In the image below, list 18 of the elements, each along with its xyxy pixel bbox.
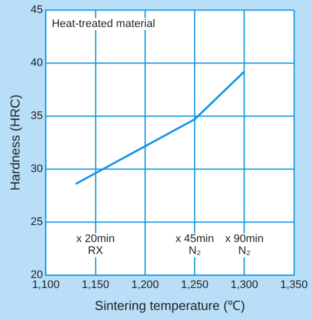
x-axis-title: Sintering temperature (℃) [94, 298, 246, 313]
annotation: x 45min N₂ [175, 233, 214, 258]
y-tick-label: 45 [30, 4, 43, 16]
y-axis-title: Hardness (HRC) [7, 94, 22, 191]
x-tick-label: 1,100 [32, 278, 60, 291]
y-tick-label: 25 [30, 216, 43, 228]
x-tick-label: 1,200 [131, 278, 159, 291]
y-tick-label: 20 [30, 269, 43, 282]
y-tick-label: 40 [30, 57, 43, 70]
x-tick-label: 1,250 [180, 278, 208, 291]
x-tick-label: 1,300 [230, 278, 258, 291]
annotation: x 90min N₂ [225, 233, 264, 258]
y-tick-label: 30 [30, 163, 43, 176]
y-tick-label: 35 [30, 110, 43, 122]
annotation: x 20min RX [76, 233, 115, 258]
x-tick-label: 1,350 [280, 278, 308, 291]
x-tick-label: 1,150 [82, 278, 110, 291]
annotation: Heat-treated material [52, 18, 156, 30]
